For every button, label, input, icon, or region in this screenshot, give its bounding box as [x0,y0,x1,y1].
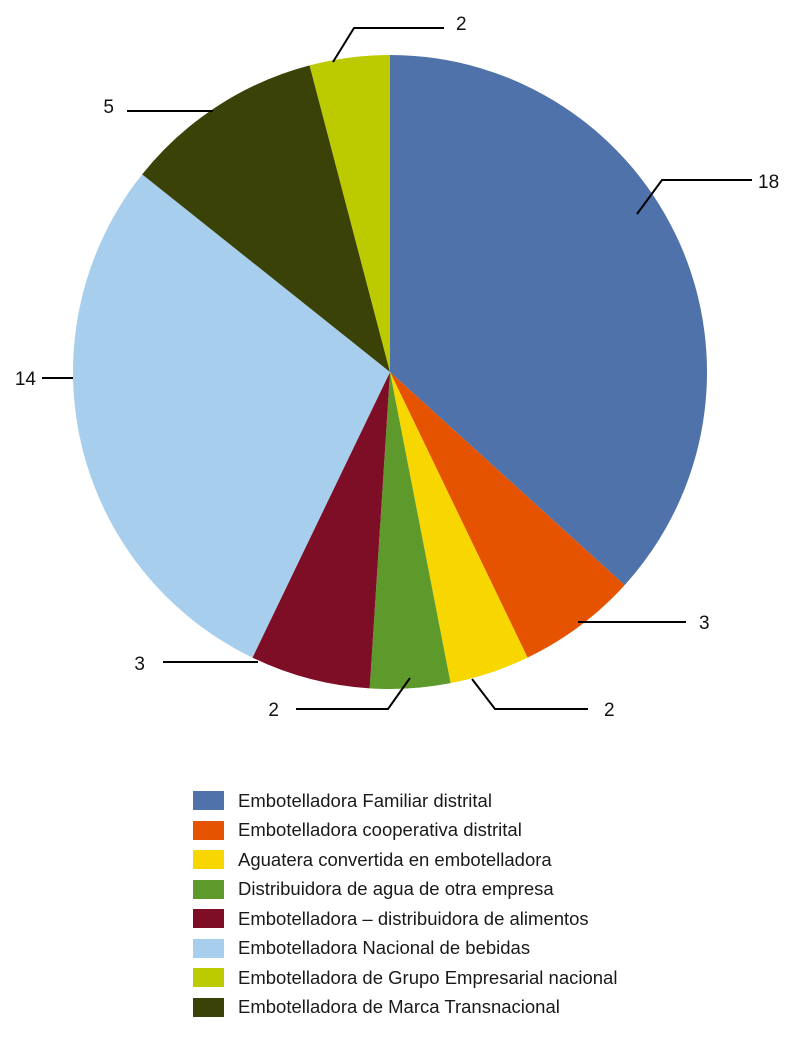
pie-slice [369,372,451,690]
legend-label: Embotelladora cooperativa distrital [238,819,522,841]
legend-swatch [193,938,224,958]
data-label: 14 [15,369,37,390]
legend-item: Embotelladora Nacional de bebidas [193,934,617,964]
pie-slice [390,55,708,586]
pie-slice [252,372,390,689]
leader-line [471,678,588,710]
legend-swatch [193,850,224,870]
legend-label: Embotelladora Nacional de bebidas [238,937,531,959]
legend-label: Embotelladora – distribuidora de aliment… [238,907,589,929]
leaders-layer [42,27,752,710]
leader-line [332,27,444,63]
data-label: 3 [134,654,145,675]
pie-slice [142,65,390,373]
pie-slice [390,372,625,658]
legend: Embotelladora Familiar distrital Embotell… [193,786,617,1022]
legend-swatch [193,791,224,811]
legend-label: Distribuidora de agua de otra empresa [238,878,554,900]
legend-swatch [193,879,224,899]
legend-item: Distribuidora de agua de otra empresa [193,875,617,905]
pie-slice [390,372,528,684]
pie-slice [72,174,390,658]
data-label: 18 [758,172,779,193]
data-label: 5 [103,97,114,118]
legend-swatch [193,997,224,1017]
leader-line [296,677,411,710]
legend-item: Embotelladora – distribuidora de aliment… [193,904,617,934]
slices-layer [72,55,708,690]
data-label: 2 [268,700,279,721]
legend-swatch [193,909,224,929]
data-label: 2 [604,700,615,721]
legend-item: Embotelladora Familiar distrital [193,786,617,816]
legend-label: Aguatera convertida en embotelladora [238,848,552,870]
pie-slice [309,55,390,372]
legend-item: Embotelladora cooperativa distrital [193,816,617,846]
legend-item: Embotelladora de Grupo Empresarial nacio… [193,963,617,993]
legend-swatch [193,820,224,840]
legend-item: Embotelladora de Marca Transnacional [193,993,617,1023]
legend-item: Aguatera convertida en embotelladora [193,845,617,875]
legend-label: Embotelladora de Marca Transnacional [238,996,560,1018]
legend-swatch [193,968,224,988]
data-label: 2 [456,14,467,35]
data-label: 3 [699,613,710,634]
legend-label: Embotelladora Familiar distrital [238,789,492,811]
leader-line [636,179,752,215]
legend-label: Embotelladora de Grupo Empresarial nacio… [238,966,618,988]
